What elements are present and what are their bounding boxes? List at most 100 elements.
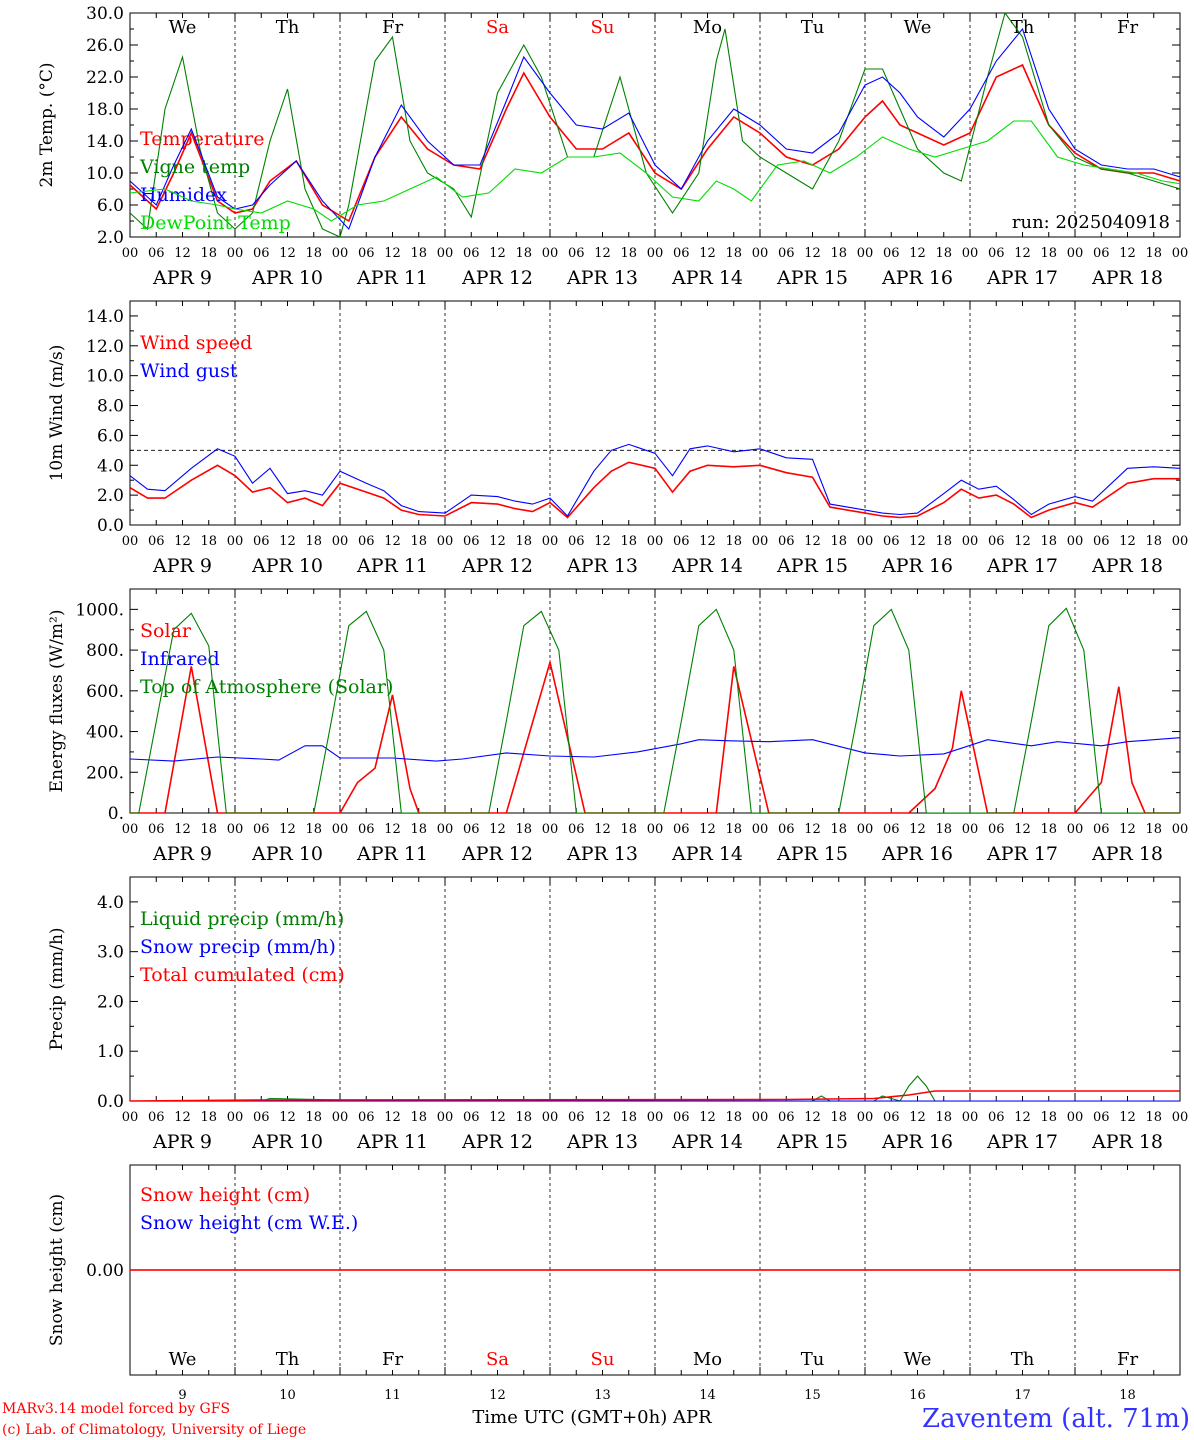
hour-label: 18 bbox=[1040, 246, 1057, 261]
hour-label: 00 bbox=[1067, 1110, 1084, 1125]
weekday-label: Th bbox=[276, 17, 300, 38]
y-tick-label: 14.0 bbox=[86, 132, 124, 152]
legend-entry: Vigne temp bbox=[139, 156, 250, 178]
hour-label: 06 bbox=[148, 246, 165, 261]
date-label: APR 13 bbox=[566, 1131, 638, 1153]
hour-label: 06 bbox=[988, 822, 1005, 837]
hour-label: 18 bbox=[1145, 822, 1162, 837]
legend-entry: Wind speed bbox=[140, 332, 252, 354]
hour-label: 00 bbox=[542, 1110, 559, 1125]
weekday-label: We bbox=[904, 1349, 932, 1370]
legend-entry: Snow precip (mm/h) bbox=[140, 936, 336, 958]
hour-label: 12 bbox=[174, 534, 191, 549]
weekday-label: Sa bbox=[486, 1349, 509, 1370]
hour-label: 12 bbox=[594, 534, 611, 549]
y-tick-label: 800. bbox=[86, 641, 124, 661]
hour-label: 06 bbox=[148, 1110, 165, 1125]
hour-label: 06 bbox=[883, 822, 900, 837]
plot-frame bbox=[129, 12, 1181, 238]
date-label: APR 10 bbox=[251, 1131, 323, 1153]
hour-label: 00 bbox=[332, 534, 349, 549]
day-number-label: 12 bbox=[489, 1388, 506, 1403]
hour-label: 00 bbox=[227, 1110, 244, 1125]
weekday-label: Fr bbox=[1117, 17, 1138, 38]
date-label: APR 17 bbox=[986, 267, 1058, 289]
weekday-label: Th bbox=[276, 1349, 300, 1370]
y-tick-label: 8.0 bbox=[97, 397, 124, 417]
y-tick-label: 0.0 bbox=[97, 516, 124, 536]
y-tick-label: 22.0 bbox=[86, 68, 124, 88]
hour-label: 00 bbox=[962, 534, 979, 549]
hour-label: 12 bbox=[174, 246, 191, 261]
weekday-label: Fr bbox=[1117, 1349, 1138, 1370]
hour-label: 12 bbox=[804, 822, 821, 837]
hour-label: 12 bbox=[1119, 822, 1136, 837]
hour-label: 00 bbox=[1172, 534, 1189, 549]
hour-label: 12 bbox=[594, 1110, 611, 1125]
weekday-label: Sa bbox=[486, 17, 509, 38]
weekday-label: Mo bbox=[693, 17, 722, 38]
date-label: APR 15 bbox=[776, 1131, 848, 1153]
weekday-label: Tu bbox=[801, 1349, 825, 1370]
y-tick-label: 2.0 bbox=[97, 486, 124, 506]
hour-label: 00 bbox=[437, 534, 454, 549]
hour-label: 18 bbox=[935, 246, 952, 261]
hour-label: 18 bbox=[1040, 822, 1057, 837]
hour-label: 12 bbox=[594, 822, 611, 837]
date-label: APR 15 bbox=[776, 267, 848, 289]
hour-label: 12 bbox=[489, 534, 506, 549]
hour-label: 18 bbox=[305, 534, 322, 549]
hour-label: 18 bbox=[410, 1110, 427, 1125]
hour-label: 18 bbox=[200, 822, 217, 837]
hour-label: 12 bbox=[1014, 1110, 1031, 1125]
hour-label: 00 bbox=[332, 1110, 349, 1125]
hour-label: 06 bbox=[568, 534, 585, 549]
date-label: APR 13 bbox=[566, 555, 638, 577]
hour-label: 12 bbox=[699, 534, 716, 549]
date-label: APR 9 bbox=[152, 555, 212, 577]
hour-label: 18 bbox=[725, 246, 742, 261]
legend-entry: Top of Atmosphere (Solar) bbox=[140, 676, 393, 698]
panel-5: 0.00 Snow height (cm) 9 10 11 12 13 14 15 16 17 18 W… bbox=[47, 1164, 1181, 1403]
date-label: APR 18 bbox=[1091, 267, 1163, 289]
hour-label: 18 bbox=[1040, 534, 1057, 549]
hour-label: 06 bbox=[1093, 534, 1110, 549]
series-line-wind-gust bbox=[130, 443, 1180, 517]
hour-label: 18 bbox=[830, 822, 847, 837]
day-number-label: 11 bbox=[384, 1388, 401, 1403]
hour-label: 06 bbox=[1093, 822, 1110, 837]
hour-label: 12 bbox=[1014, 822, 1031, 837]
hour-label: 00 bbox=[752, 1110, 769, 1125]
legend-entry: Infrared bbox=[140, 648, 220, 670]
hour-label: 18 bbox=[305, 246, 322, 261]
hour-label: 18 bbox=[830, 246, 847, 261]
hour-label: 06 bbox=[358, 534, 375, 549]
hour-label: 12 bbox=[279, 534, 296, 549]
panels: 2.0 6.0 10.0 14.0 18.0 22.0 26.0 30.0 2m Temp. (… bbox=[37, 4, 1189, 1403]
hour-label: 18 bbox=[620, 1110, 637, 1125]
date-label: APR 10 bbox=[251, 843, 323, 865]
panel-2: 0.0 2.0 4.0 6.0 8.0 10.0 12.0 14.0 10m Wind (m/s… bbox=[47, 300, 1189, 577]
hour-label: 00 bbox=[437, 822, 454, 837]
hour-label: 00 bbox=[227, 246, 244, 261]
hour-label: 06 bbox=[673, 534, 690, 549]
date-label: APR 14 bbox=[671, 555, 743, 577]
hour-label: 00 bbox=[752, 246, 769, 261]
y-tick-label: 4.0 bbox=[97, 893, 124, 913]
date-label: APR 18 bbox=[1091, 843, 1163, 865]
date-label: APR 17 bbox=[986, 843, 1058, 865]
day-number-label: 16 bbox=[909, 1388, 926, 1403]
hour-label: 18 bbox=[410, 822, 427, 837]
hour-label: 18 bbox=[935, 1110, 952, 1125]
hour-label: 00 bbox=[752, 534, 769, 549]
hour-label: 00 bbox=[332, 246, 349, 261]
legend-entry: Temperature bbox=[140, 128, 264, 150]
date-label: APR 18 bbox=[1091, 1131, 1163, 1153]
y-tick-label: 2.0 bbox=[97, 228, 124, 248]
run-label: run: 2025040918 bbox=[1012, 212, 1170, 233]
hour-label: 18 bbox=[305, 1110, 322, 1125]
hour-label: 06 bbox=[253, 534, 270, 549]
hour-label: 12 bbox=[489, 822, 506, 837]
hour-label: 00 bbox=[122, 822, 139, 837]
hour-label: 06 bbox=[148, 534, 165, 549]
